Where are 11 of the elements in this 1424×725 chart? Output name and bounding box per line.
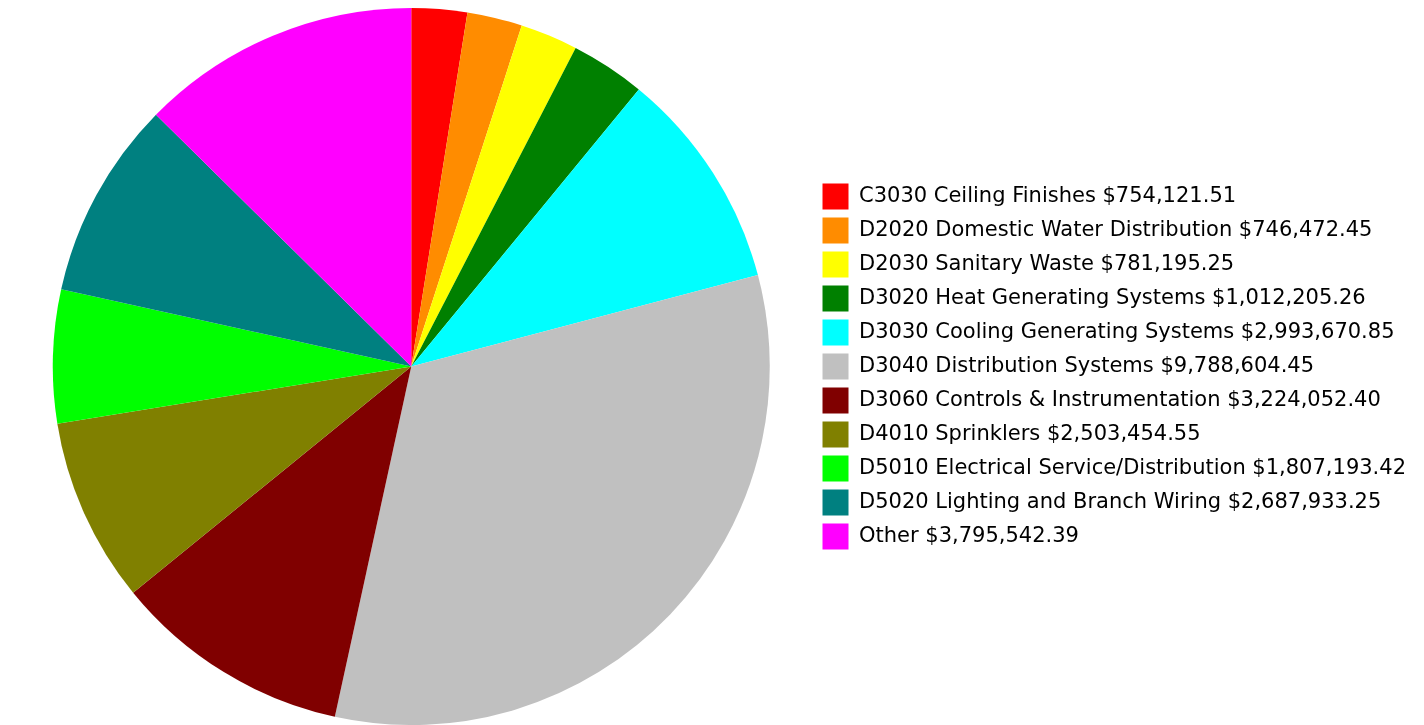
legend-label: D3030 Cooling Generating Systems $2,993,670.85	[859, 318, 1395, 343]
legend-label: D2020 Domestic Water Distribution $746,472.45	[859, 216, 1373, 241]
legend-label: D5010 Electrical Service/Distribution $1,807,193.42	[859, 454, 1407, 479]
legend-label: D3060 Controls & Instrumentation $3,224,052.40	[859, 386, 1381, 411]
legend-label: D3020 Heat Generating Systems $1,012,205.26	[859, 284, 1366, 309]
legend-label: D5020 Lighting and Branch Wiring $2,687,933.25	[859, 488, 1382, 513]
legend-label: D3040 Distribution Systems $9,788,604.45	[859, 352, 1315, 377]
legend-label: D4010 Sprinklers $2,503,454.55	[859, 420, 1201, 445]
legend-label: D2030 Sanitary Waste $781,195.25	[859, 250, 1235, 275]
legend-label: C3030 Ceiling Finishes $754,121.51	[859, 182, 1237, 207]
legend-label: Other $3,795,542.39	[859, 522, 1079, 547]
